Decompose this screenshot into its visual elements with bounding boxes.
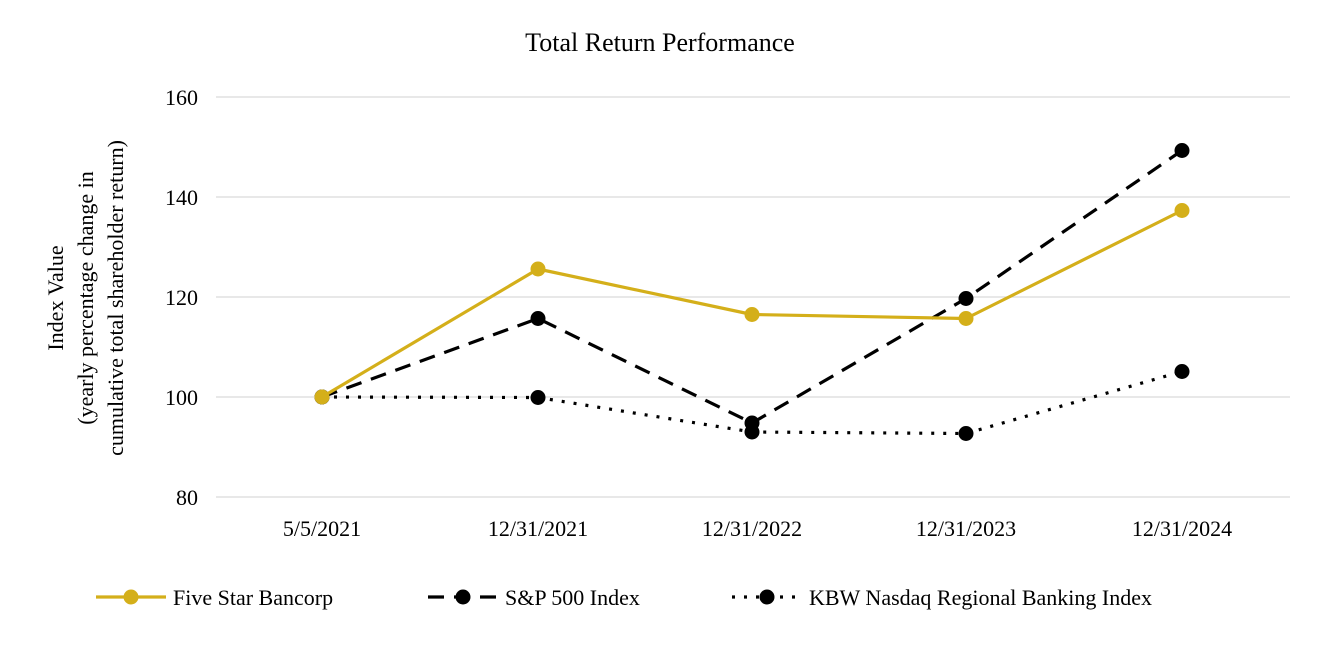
legend-item: KBW Nasdaq Regional Banking Index bbox=[732, 585, 1152, 610]
x-tick-label: 12/31/2022 bbox=[702, 516, 802, 541]
x-axis-ticks: 5/5/2021 12/31/2021 12/31/2022 12/31/2023 12… bbox=[283, 516, 1232, 541]
data-point bbox=[958, 291, 974, 306]
y-axis-label-line-1: Index Value bbox=[43, 245, 68, 350]
data-point bbox=[1174, 364, 1190, 379]
x-tick-label: 12/31/2024 bbox=[1132, 516, 1232, 541]
y-axis-label: Index Value (yearly percentage change in… bbox=[43, 140, 128, 456]
legend: Five Star Bancorp S&P 500 Index KBW Nasdaq… bbox=[96, 585, 1152, 610]
data-point bbox=[744, 415, 760, 431]
legend-marker bbox=[123, 589, 139, 605]
legend-item: S&P 500 Index bbox=[428, 585, 640, 610]
y-tick-label: 80 bbox=[176, 485, 198, 510]
legend-marker bbox=[455, 589, 471, 605]
x-tick-label: 12/31/2021 bbox=[488, 516, 588, 541]
data-point bbox=[1174, 203, 1190, 218]
legend-label: Five Star Bancorp bbox=[173, 585, 333, 610]
legend-label: KBW Nasdaq Regional Banking Index bbox=[809, 585, 1152, 610]
data-point bbox=[530, 311, 546, 326]
y-axis-label-line-3: cumulative total shareholder return) bbox=[103, 140, 128, 456]
series bbox=[314, 203, 1190, 405]
legend-label: S&P 500 Index bbox=[505, 585, 640, 610]
legend-item: Five Star Bancorp bbox=[96, 585, 333, 610]
data-point bbox=[530, 390, 546, 405]
y-axis-ticks: 80 100 120 140 160 bbox=[165, 85, 198, 510]
data-point bbox=[1174, 143, 1190, 158]
y-tick-label: 120 bbox=[165, 285, 198, 310]
legend-marker bbox=[759, 589, 775, 605]
series-line bbox=[321, 149, 1183, 425]
y-tick-label: 100 bbox=[165, 385, 198, 410]
data-point bbox=[958, 311, 974, 326]
y-tick-label: 140 bbox=[165, 185, 198, 210]
data-point bbox=[314, 389, 330, 405]
y-tick-label: 160 bbox=[165, 85, 198, 110]
x-tick-label: 5/5/2021 bbox=[283, 516, 361, 541]
series bbox=[314, 143, 1190, 431]
data-point bbox=[958, 426, 974, 441]
y-axis-label-line-2: (yearly percentage change in bbox=[73, 171, 98, 424]
x-tick-label: 12/31/2023 bbox=[916, 516, 1016, 541]
data-point bbox=[530, 261, 546, 277]
series-layer bbox=[314, 143, 1190, 441]
chart-title: Total Return Performance bbox=[525, 28, 795, 57]
data-point bbox=[744, 307, 760, 322]
